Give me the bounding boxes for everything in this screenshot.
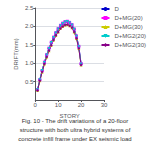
svg-text:D: D: [114, 6, 119, 12]
svg-text:0.5: 0.5: [25, 79, 34, 85]
svg-text:D+MG(30): D+MG(30): [114, 24, 142, 30]
svg-text:concrete infill frame under EX: concrete infill frame under EX seismic l…: [18, 136, 131, 142]
svg-text:0: 0: [34, 102, 38, 108]
svg-text:10: 10: [55, 102, 62, 108]
svg-text:D+MG2(20): D+MG2(20): [114, 33, 146, 39]
svg-text:DRIFT(mm): DRIFT(mm): [13, 38, 19, 70]
svg-text:2.0: 2.0: [25, 23, 34, 29]
svg-text:30: 30: [101, 102, 108, 108]
svg-text:1.5: 1.5: [25, 42, 34, 48]
svg-text:D+MG(20): D+MG(20): [114, 15, 142, 21]
svg-text:20: 20: [78, 102, 85, 108]
svg-text:D+MG2(30): D+MG2(30): [114, 42, 146, 48]
svg-text:1.0: 1.0: [25, 60, 34, 66]
svg-text:structure with both ultra hybr: structure with both ultra hybrid systems…: [20, 127, 131, 133]
svg-text:STORY: STORY: [59, 113, 79, 119]
svg-text:Fig. 10 - The drift variations: Fig. 10 - The drift variations of a 20-f…: [22, 118, 129, 124]
svg-text:2.5: 2.5: [25, 5, 34, 11]
